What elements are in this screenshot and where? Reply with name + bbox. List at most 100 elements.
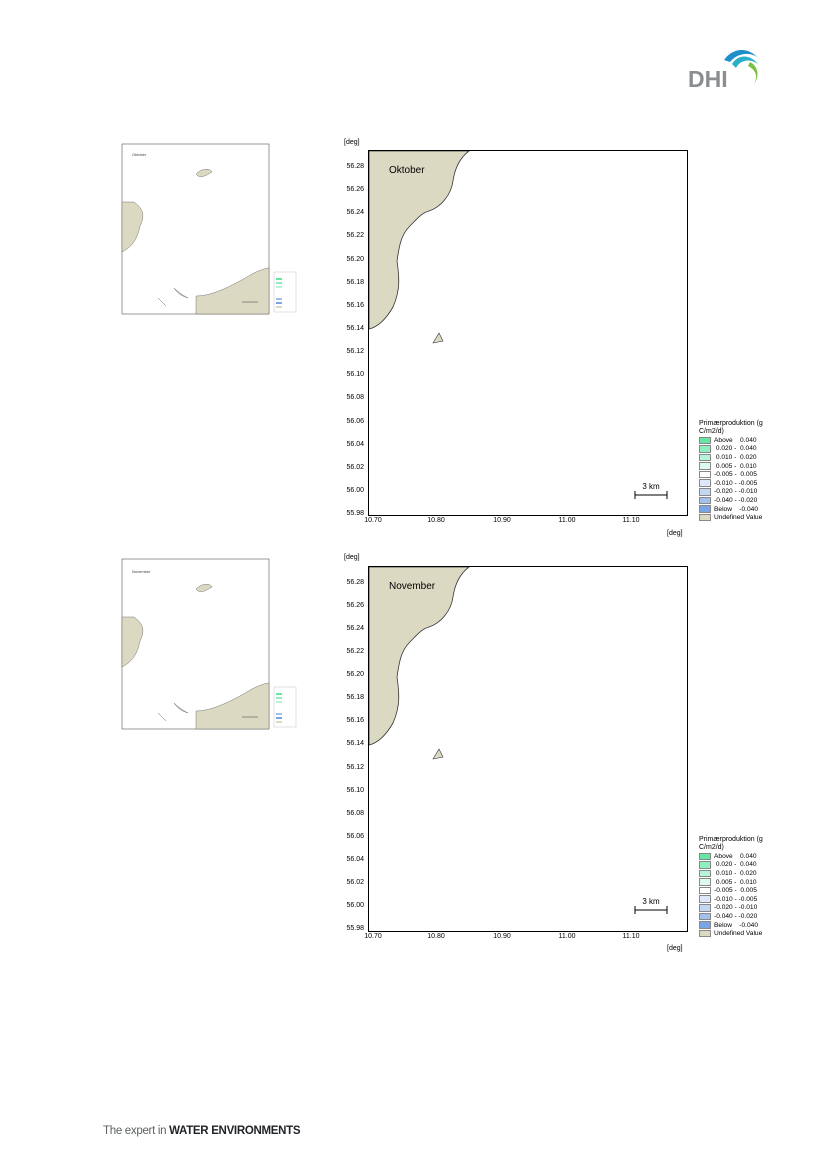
y-tick: 56.04 [346, 441, 364, 448]
y-tick: 56.10 [346, 787, 364, 794]
legend-item: -0.020 - -0.010 [699, 904, 789, 913]
legend-label: 0.010 - 0.020 [714, 869, 757, 877]
legend-label: 0.005 - 0.010 [714, 462, 757, 470]
thumbnail-month-label: November [132, 569, 151, 574]
legend-item: -0.020 - -0.010 [699, 488, 789, 497]
y-tick: 56.24 [346, 209, 364, 216]
x-tick: 11.00 [558, 933, 576, 940]
y-tick: 56.04 [346, 856, 364, 863]
legend-item: Above 0.040 [699, 436, 789, 445]
legend-label: Undefined Value [714, 930, 763, 938]
legend-swatch [699, 453, 711, 462]
legend-swatch [699, 488, 711, 496]
legend-item: 0.020 - 0.040 [699, 445, 789, 454]
thumbnail-month-label: Oktober [132, 152, 147, 157]
legend-item: Undefined Value [699, 929, 789, 938]
y-tick: 56.10 [346, 371, 364, 378]
x-tick: 11.00 [558, 517, 576, 524]
legend: Primærproduktion (g C/m2/d) Above 0.040 … [699, 420, 789, 522]
legend-label: Undefined Value [714, 514, 763, 522]
legend-swatch [699, 462, 711, 470]
legend-label: Above 0.040 [714, 852, 757, 860]
y-tick: 56.00 [346, 902, 364, 909]
y-tick: 56.00 [346, 487, 364, 494]
legend-label: 0.020 - 0.040 [714, 861, 757, 869]
legend-item: 0.010 - 0.020 [699, 869, 789, 878]
legend-label: 0.005 - 0.010 [714, 878, 757, 886]
legend-label: -0.005 - 0.005 [714, 471, 757, 479]
legend-item: -0.005 - 0.005 [699, 470, 789, 479]
legend-item: 0.005 - 0.010 [699, 878, 789, 887]
legend-items: Above 0.040 0.020 - 0.040 0.010 - 0.020 … [699, 436, 789, 522]
x-tick: 10.70 [364, 933, 382, 940]
logo-text: DHI [688, 66, 728, 92]
y-tick: 56.28 [346, 163, 364, 170]
x-tick: 10.80 [427, 517, 445, 524]
footer-tagline: The expert in WATER ENVIRONMENTS [103, 1125, 301, 1137]
x-tick: 10.70 [364, 517, 382, 524]
legend-item: -0.010 - -0.005 [699, 895, 789, 904]
land-coastline [369, 151, 470, 330]
legend-label: -0.010 - -0.005 [714, 895, 758, 903]
legend-swatch [699, 869, 711, 878]
y-tick: 56.20 [346, 671, 364, 678]
legend: Primærproduktion (g C/m2/d) Above 0.040 … [699, 836, 789, 938]
y-tick: 56.06 [346, 418, 364, 425]
footer-text: The expert in [103, 1125, 170, 1137]
thumbnail-map: November [112, 551, 308, 741]
land-coastline [369, 567, 470, 746]
month-label: Oktober [389, 165, 425, 176]
legend-swatch [699, 505, 711, 513]
y-tick: 56.14 [346, 740, 364, 747]
legend-label: Below -0.040 [714, 505, 758, 513]
y-tick: 56.26 [346, 186, 364, 193]
scale-bar: 3 km [634, 482, 668, 499]
scale-bar: 3 km [634, 897, 668, 914]
legend-item: -0.005 - 0.005 [699, 886, 789, 895]
y-tick: 56.06 [346, 833, 364, 840]
map-plot: November [368, 566, 688, 932]
legend-swatch [699, 912, 711, 921]
y-tick: 56.22 [346, 648, 364, 655]
legend-label: -0.040 - -0.020 [714, 912, 758, 920]
legend-item: -0.040 - -0.020 [699, 496, 789, 505]
legend-swatch [699, 852, 711, 861]
y-tick: 55.98 [346, 510, 364, 517]
legend-label: -0.005 - 0.005 [714, 887, 757, 895]
legend-swatch [699, 436, 711, 445]
legend-label: -0.010 - -0.005 [714, 479, 758, 487]
legend-swatch [699, 445, 711, 453]
y-tick: 56.18 [346, 279, 364, 286]
legend-item: 0.010 - 0.020 [699, 453, 789, 462]
legend-label: Above 0.040 [714, 436, 757, 444]
y-tick: 56.12 [346, 348, 364, 355]
dhi-logo: DHI [688, 44, 768, 94]
legend-swatch [699, 861, 711, 869]
y-tick: 56.28 [346, 579, 364, 586]
y-tick: 55.98 [346, 925, 364, 932]
legend-item: 0.020 - 0.040 [699, 861, 789, 870]
legend-label: -0.020 - -0.010 [714, 904, 758, 912]
legend-swatch [699, 878, 711, 886]
scale-bar-label: 3 km [642, 482, 660, 491]
y-tick: 56.12 [346, 764, 364, 771]
islet [432, 332, 444, 344]
y-tick: 56.02 [346, 464, 364, 471]
legend-swatch [699, 904, 711, 912]
y-axis-unit: [deg] [344, 139, 360, 146]
footer-text-bold: WATER ENVIRONMENTS [169, 1125, 301, 1137]
y-tick: 56.18 [346, 694, 364, 701]
legend-swatch [699, 929, 711, 938]
legend-item: -0.010 - -0.005 [699, 479, 789, 488]
map-plot: Oktober [368, 150, 688, 516]
legend-item: Below -0.040 [699, 505, 789, 514]
x-tick: 10.90 [493, 933, 511, 940]
y-tick: 56.20 [346, 256, 364, 263]
y-tick: 56.26 [346, 602, 364, 609]
legend-label: -0.020 - -0.010 [714, 488, 758, 496]
thumbnail-map: Oktober [112, 136, 308, 326]
legend-item: Below -0.040 [699, 921, 789, 930]
legend-label: 0.020 - 0.040 [714, 445, 757, 453]
legend-title: Primærproduktion (g C/m2/d) [699, 836, 763, 851]
y-tick: 56.22 [346, 232, 364, 239]
